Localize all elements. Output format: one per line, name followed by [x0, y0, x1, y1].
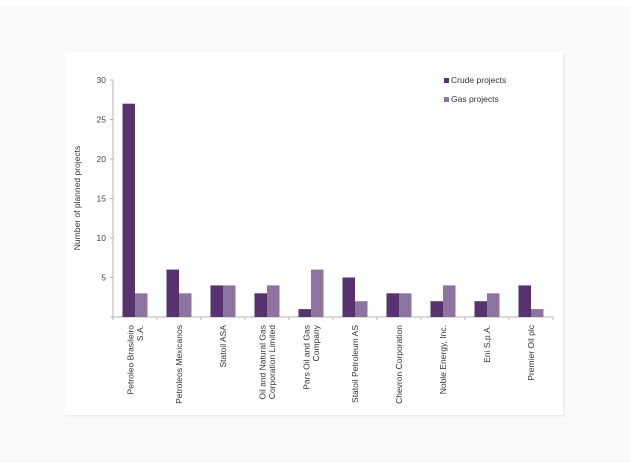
bar-crude: [166, 269, 179, 317]
x-category-label: Premier Oil plc: [526, 324, 536, 380]
bar-gas: [267, 285, 280, 317]
bar-crude: [342, 277, 355, 317]
x-axis: Petroleo Brasileiro S.A. Petroleos Mexican…: [110, 316, 554, 404]
bar-crude: [518, 285, 531, 317]
legend-label: Crude projects: [451, 75, 506, 85]
bar-crude: [298, 309, 311, 317]
bar-gas: [135, 293, 148, 317]
x-category-label: Company: [311, 324, 321, 361]
bar-gas: [311, 269, 324, 317]
bar-gas: [399, 293, 412, 317]
y-tick-label: 25: [97, 115, 107, 125]
bar-crude: [254, 293, 267, 317]
bar-gas: [443, 285, 456, 317]
x-category-label: Chevron Corporation: [394, 325, 404, 404]
y-axis: 5 10 15 20 25 30: [97, 75, 114, 317]
x-category-label: Oil and Natural Gas: [257, 325, 267, 400]
y-tick-label: 20: [97, 154, 107, 164]
bar-crude: [474, 301, 487, 317]
bar-crude: [122, 103, 135, 317]
y-tick-label: 15: [97, 194, 107, 204]
bar-crude: [430, 301, 443, 317]
legend-swatch: [444, 78, 449, 83]
legend-label: Gas projects: [451, 94, 499, 104]
chart-panel: [65, 52, 563, 415]
bar-gas: [179, 293, 192, 317]
legend-swatch: [444, 97, 449, 102]
y-tick-label: 10: [97, 233, 107, 243]
x-category-label: Statoil Petroleum AS: [350, 325, 360, 403]
y-tick-label: 5: [101, 273, 106, 283]
x-category-label: Statoil ASA: [218, 325, 228, 368]
x-category-label: Petroleos Mexicanos: [174, 325, 184, 404]
bar-crude: [210, 285, 223, 317]
x-category-label: Eni S.p.A.: [482, 325, 492, 363]
x-category-label: S.A.: [135, 325, 145, 341]
y-tick-label: 30: [97, 75, 107, 85]
bar-gas: [531, 309, 544, 317]
legend: Crude projects Gas projects: [444, 75, 506, 104]
bar-crude: [386, 293, 399, 317]
x-category-label: Petroleo Brasileiro: [125, 325, 135, 395]
x-category-label: Noble Energy, Inc.: [438, 325, 448, 394]
bar-gas: [355, 301, 368, 317]
bars: [122, 103, 544, 317]
bar-gas: [223, 285, 236, 317]
x-category-label: Pars Oil and Gas: [301, 325, 311, 390]
bar-gas: [487, 293, 500, 317]
x-category-label: Corporation Limited: [267, 325, 277, 399]
y-axis-title: Number of planned projects: [72, 146, 82, 250]
